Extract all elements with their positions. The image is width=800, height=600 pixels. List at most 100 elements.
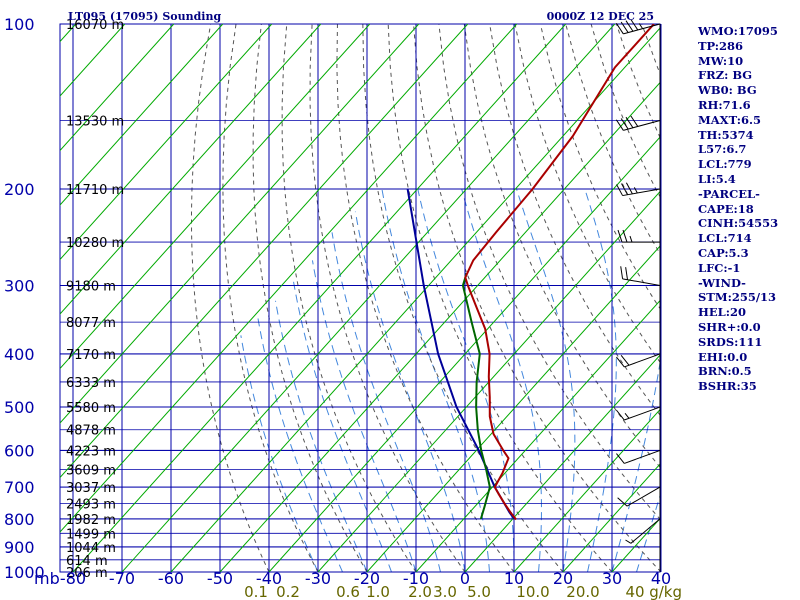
temperature-tick-label: -40 xyxy=(256,569,282,588)
isotherm xyxy=(513,408,660,572)
wind-barb-staff xyxy=(623,120,661,131)
moist-adiabat xyxy=(240,335,319,572)
index-line: TH:5374 xyxy=(698,127,754,142)
pressure-temperature-grid xyxy=(59,23,662,573)
isotherm xyxy=(60,24,175,152)
wind-barb-flag xyxy=(622,229,628,243)
isotherm xyxy=(60,24,322,315)
wind-barb-flag xyxy=(616,453,625,464)
height-label: 4878 m xyxy=(66,424,116,439)
moist-adiabat xyxy=(311,260,417,572)
wind-barb-flag xyxy=(615,119,624,131)
temperature-tick-label: -70 xyxy=(109,569,135,588)
index-line: CINH:54553 xyxy=(698,216,779,231)
skewed-isotherms xyxy=(60,24,660,572)
wind-barb-flag xyxy=(630,115,639,127)
mixing-ratio-label: 40 xyxy=(625,583,644,600)
wind-barb-flag xyxy=(616,184,624,196)
isotherm xyxy=(60,24,469,479)
pressure-tick-label: 800 xyxy=(4,510,35,529)
dry-adiabat xyxy=(362,24,564,572)
index-line: TP:286 xyxy=(698,38,744,53)
height-label: 3037 m xyxy=(66,481,116,496)
isotherm xyxy=(464,354,660,572)
isotherm xyxy=(366,245,660,572)
mixing-ratio-label: 20.0 xyxy=(566,583,599,600)
pressure-tick-label: 200 xyxy=(4,180,35,199)
height-label: 11710 m xyxy=(66,183,124,198)
height-label: 7170 m xyxy=(66,348,116,363)
index-line: -PARCEL- xyxy=(698,186,760,201)
index-line: LI:5.4 xyxy=(698,171,736,186)
isotherm xyxy=(268,136,660,572)
isotherm xyxy=(170,27,660,572)
dry-adiabat xyxy=(413,24,660,572)
temperature-tick-label: 10 xyxy=(504,569,524,588)
height-label: 5580 m xyxy=(66,401,116,416)
mixing-ratio-label: 0.6 xyxy=(336,583,360,600)
pressure-tick-label: 1000 xyxy=(4,563,45,582)
isotherm xyxy=(60,24,518,533)
wind-barb-flag xyxy=(620,118,629,130)
pressure-tick-label: 300 xyxy=(4,276,35,295)
wind-barb-flag xyxy=(621,183,628,195)
pressure-tick-label: 900 xyxy=(4,538,35,557)
wind-barb-flag xyxy=(620,354,630,366)
wind-barb-flag xyxy=(620,21,629,33)
mixing-ratio-label: 2.0 xyxy=(408,583,432,600)
height-label: 1044 m xyxy=(66,541,116,556)
moist-adiabat xyxy=(417,188,515,572)
isotherm xyxy=(60,24,371,370)
wind-barb-flag xyxy=(616,356,625,368)
index-line: EHI:0.0 xyxy=(698,349,748,364)
isotherm xyxy=(317,190,660,572)
wind-barb-flag xyxy=(630,19,639,31)
index-line: BSHR:35 xyxy=(698,379,757,394)
index-line: LCL:779 xyxy=(698,157,752,172)
temperature-tick-label: 40 xyxy=(651,569,671,588)
wind-barb-half-flag xyxy=(624,413,630,419)
dry-adiabat xyxy=(281,24,417,572)
index-line: WMO:17095 xyxy=(698,24,778,38)
isotherm xyxy=(60,24,273,261)
moist-adiabat xyxy=(354,211,466,572)
wind-barb-staff xyxy=(622,188,661,197)
wind-barb xyxy=(617,486,661,507)
dry-adiabat xyxy=(309,24,466,572)
temperature-tick-label: 30 xyxy=(602,569,622,588)
moist-adiabat xyxy=(292,277,392,572)
height-label: 4223 m xyxy=(66,444,116,459)
mixing-ratio-label: 10.0 xyxy=(516,583,549,600)
wind-barb-flag xyxy=(625,116,634,129)
index-line: WB0: BG xyxy=(698,83,757,98)
isotherm xyxy=(60,24,420,424)
moist-adiabat xyxy=(461,188,542,572)
height-label: 8077 m xyxy=(66,316,116,331)
height-label: 206 m xyxy=(66,566,108,581)
height-label: 10280 m xyxy=(66,236,124,251)
wind-barb-staff xyxy=(630,518,661,544)
height-label: 2493 m xyxy=(66,498,116,513)
pressure-tick-label: 100 xyxy=(4,15,35,34)
wind-barb-half-flag xyxy=(638,23,644,29)
height-label: 3609 m xyxy=(66,463,116,478)
pressure-tick-label: 400 xyxy=(4,345,35,364)
index-line: FRZ: BG xyxy=(698,68,753,83)
height-label: 16070 m xyxy=(66,18,124,33)
wind-barb-staff xyxy=(624,353,661,368)
isotherm xyxy=(121,24,616,572)
index-line: LFC:-1 xyxy=(698,260,741,275)
index-line: SRDS:111 xyxy=(698,334,763,349)
moist-adiabat xyxy=(331,232,441,572)
height-label: 6333 m xyxy=(66,376,116,391)
wind-barb xyxy=(616,406,661,421)
wind-barb xyxy=(625,518,661,544)
wind-barb-flag xyxy=(615,23,624,35)
wind-barb-staff xyxy=(624,406,661,421)
wind-barb-staff xyxy=(622,278,661,286)
index-line: BRN:0.5 xyxy=(698,364,752,379)
wind-barb-flag xyxy=(617,497,628,507)
height-label: 9180 m xyxy=(66,279,116,294)
